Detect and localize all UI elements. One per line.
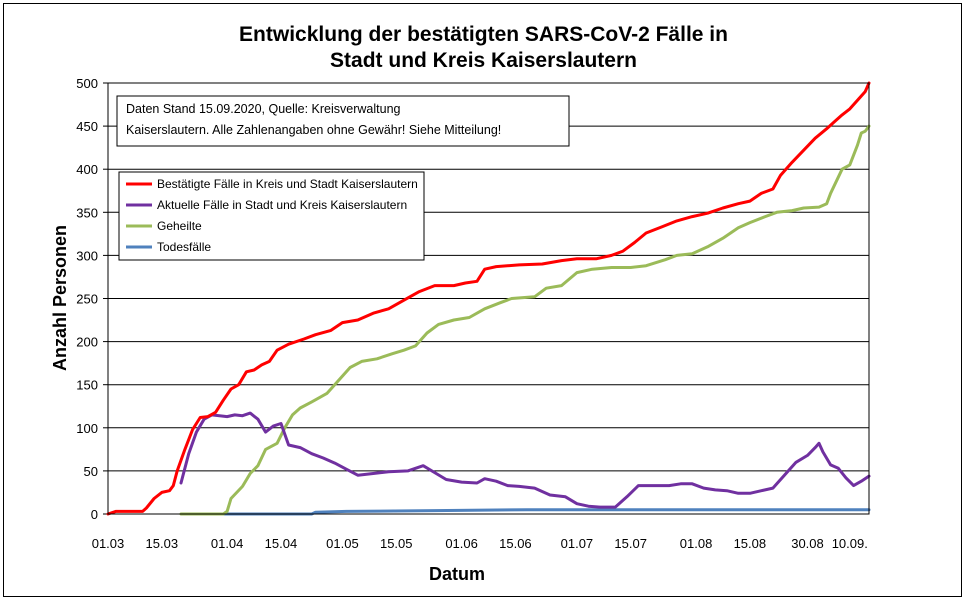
x-tick-label: 15.05	[380, 536, 413, 551]
x-tick-label: 01.06	[445, 536, 478, 551]
y-tick-label: 500	[76, 76, 98, 91]
x-tick-label: 01.03	[92, 536, 125, 551]
x-tick-label: 15.04	[265, 536, 298, 551]
chart-title-line-2: Stadt und Kreis Kaiserslautern	[330, 49, 637, 72]
annotation-line-2: Kaiserslautern. Alle Zahlenangaben ohne …	[126, 123, 501, 137]
annotation-line-1: Daten Stand 15.09.2020, Quelle: Kreisver…	[126, 102, 401, 116]
legend-label-confirmed: Bestätigte Fälle in Kreis und Stadt Kais…	[157, 177, 418, 191]
x-tick-label: 30.08	[791, 536, 824, 551]
x-tick-label: 15.07	[614, 536, 647, 551]
y-tick-label: 150	[76, 378, 98, 393]
series-line-recovered	[179, 124, 871, 516]
legend-label-recovered: Geheilte	[157, 219, 202, 233]
x-tick-label: 10.09.	[832, 536, 868, 551]
y-tick-label: 50	[84, 464, 98, 479]
y-tick-label: 0	[91, 507, 98, 522]
plot-area	[107, 82, 870, 515]
series-line-deaths	[221, 508, 871, 516]
x-tick-label: 01.07	[561, 536, 594, 551]
x-tick-label: 01.05	[326, 536, 359, 551]
annotation-frame	[116, 95, 570, 147]
annotation-box: Daten Stand 15.09.2020, Quelle: Kreisver…	[116, 95, 570, 147]
x-tick-labels: 01.03 15.03 01.04 15.04 01.05 15.05 01.06 15.06…	[92, 536, 868, 551]
legend-frame	[118, 171, 425, 261]
y-tick-label: 400	[76, 162, 98, 177]
legend-label-deaths: Todesfälle	[157, 240, 211, 254]
chart-title-line-1: Entwicklung der bestätigten SARS-CoV-2 F…	[239, 23, 728, 46]
x-tick-label: 01.08	[680, 536, 713, 551]
chart-frame	[3, 3, 962, 597]
y-tick-label: 350	[76, 205, 98, 220]
x-tick-label: 01.04	[211, 536, 244, 551]
series-line-confirmed	[106, 81, 871, 516]
y-tick-label: 250	[76, 292, 98, 307]
legend-label-active: Aktuelle Fälle in Stadt und Kreis Kaiser…	[157, 198, 407, 212]
y-axis-title: Anzahl Personen	[50, 225, 70, 371]
y-tick-label: 200	[76, 335, 98, 350]
grid-lines	[103, 82, 869, 515]
x-tick-label: 15.06	[499, 536, 532, 551]
x-axis-title: Datum	[429, 564, 485, 584]
y-tick-label: 100	[76, 421, 98, 436]
series-line-active	[179, 411, 871, 509]
y-tick-labels: 0 50 100 150 200 250 300 350 400 450 500	[76, 76, 98, 522]
legend: Bestätigte Fälle in Kreis und Stadt Kais…	[118, 171, 425, 261]
x-tick-label: 15.08	[734, 536, 767, 551]
chart-title: Entwicklung der bestätigten SARS-CoV-2 F…	[0, 22, 967, 74]
x-tick-label: 15.03	[146, 536, 179, 551]
y-tick-label: 450	[76, 119, 98, 134]
y-tick-label: 300	[76, 248, 98, 263]
